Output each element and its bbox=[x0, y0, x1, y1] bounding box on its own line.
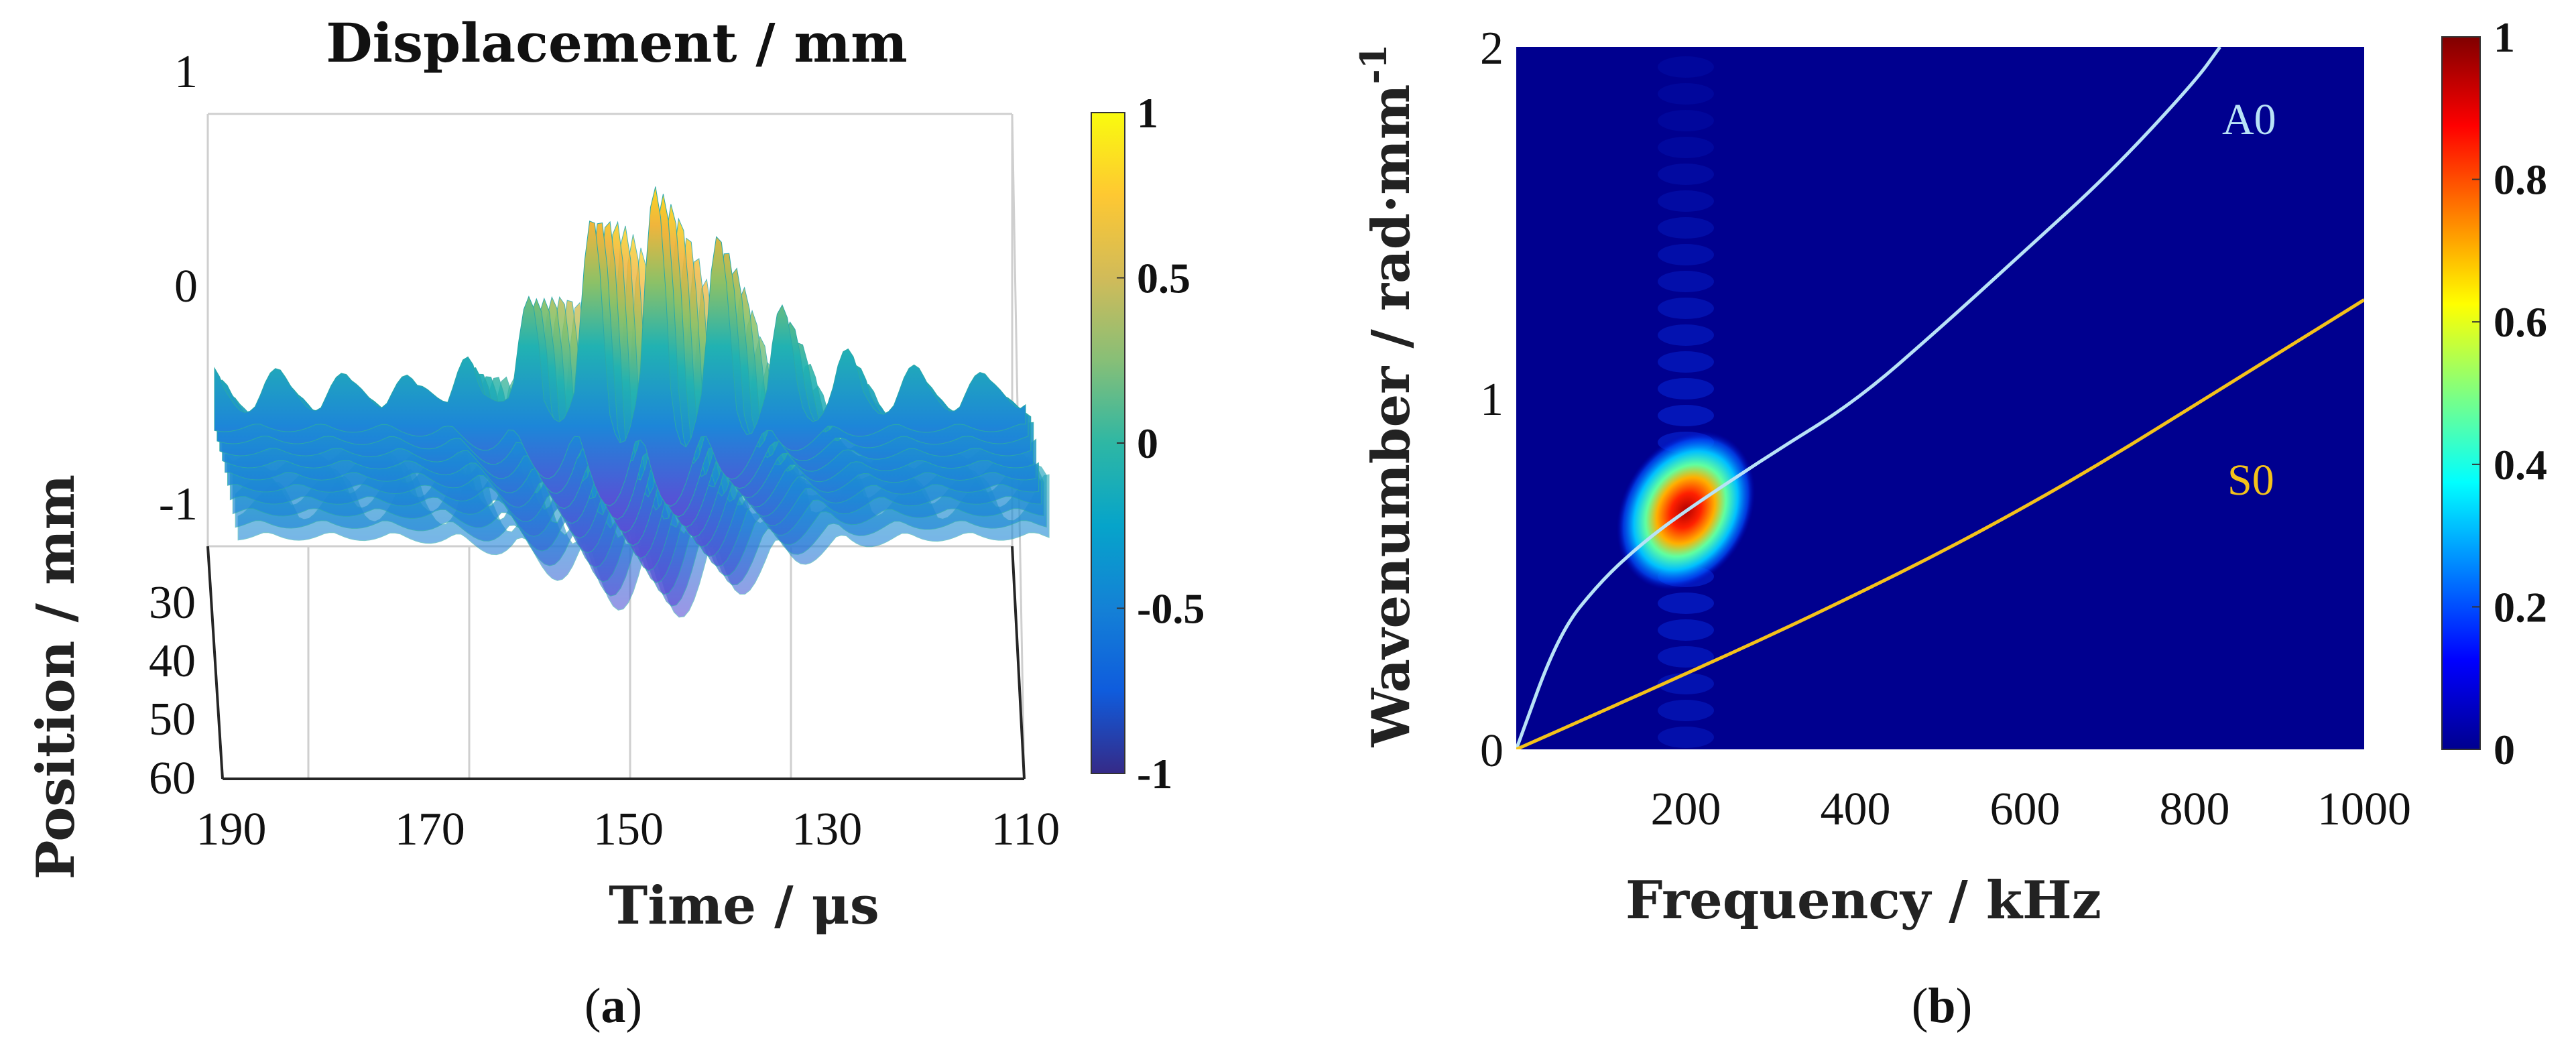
position-tick-label: 40 bbox=[149, 635, 196, 687]
time-tick-label: 190 bbox=[196, 804, 267, 855]
time-tick-label: 130 bbox=[792, 804, 862, 855]
stripe-ripple bbox=[1658, 619, 1714, 641]
colorbar-tick-label: 0 bbox=[1137, 420, 1158, 467]
stripe-ripple bbox=[1658, 324, 1714, 346]
stripe-ripple bbox=[1658, 56, 1714, 78]
stripe-ripple bbox=[1658, 378, 1714, 399]
panel-b-y-tick-label: 2 bbox=[1480, 23, 1504, 74]
panel-b-y-axis-label: Wavenumber / rad·mm-1 bbox=[1352, 44, 1422, 748]
stripe-ripple bbox=[1658, 298, 1714, 319]
panel-a-surface-plot: Displacement / mm 1 0 -1 30 40 50 60 190 170 15… bbox=[25, 11, 1205, 1034]
colorbar-tick-label: -1 bbox=[1137, 750, 1172, 798]
panel-b-colorbar-ticks: 1 0.8 0.6 0.4 0.2 0 bbox=[2472, 13, 2547, 773]
colorbar-tick-label: 0 bbox=[2494, 726, 2515, 773]
stripe-ripple bbox=[1658, 83, 1714, 105]
panel-b-caption-close: ) bbox=[1956, 979, 1973, 1034]
stripe-ripple bbox=[1658, 110, 1714, 131]
colorbar-tick-label: 0.5 bbox=[1137, 255, 1190, 302]
colorbar-tick-label: 1 bbox=[2494, 13, 2515, 61]
panel-b-y-axis-label-exp: -1 bbox=[1352, 44, 1395, 84]
panel-b-x-tick-label: 600 bbox=[1990, 784, 2061, 835]
colorbar-tick-label: 0.6 bbox=[2494, 298, 2547, 346]
stripe-ripple bbox=[1658, 137, 1714, 158]
dispersion-curve-labels: A0 S0 bbox=[2222, 95, 2276, 505]
curve-a0 bbox=[1516, 47, 2221, 749]
panel-b-caption-letter: b bbox=[1928, 979, 1955, 1034]
panel-a-position-ticks: 30 40 50 60 bbox=[149, 577, 196, 804]
panel-b-colorbar bbox=[2441, 36, 2481, 750]
position-tick-label: 60 bbox=[149, 753, 196, 804]
colorbar-tick-label: 0.8 bbox=[2494, 156, 2547, 204]
stripe-ripple bbox=[1658, 217, 1714, 239]
stripe-ripple bbox=[1658, 593, 1714, 614]
stripe-ripple bbox=[1658, 351, 1714, 373]
colorbar-tick-label: 0.4 bbox=[2494, 441, 2547, 489]
heatmap-area bbox=[1516, 47, 2364, 749]
displacement-surface bbox=[214, 186, 1050, 618]
dispersion-curves bbox=[1516, 47, 2364, 749]
stripe-ripple bbox=[1658, 244, 1714, 265]
time-tick-label: 110 bbox=[991, 804, 1060, 855]
panel-a-caption-close: ) bbox=[626, 979, 643, 1034]
panel-a-y-axis-label: Position / mm bbox=[25, 475, 86, 879]
stripe-ripple bbox=[1658, 190, 1714, 212]
stripe-ripple bbox=[1658, 646, 1714, 668]
colorbar-tick-label: 1 bbox=[1137, 89, 1158, 137]
panel-b-x-ticks: 200 400 600 800 1000 bbox=[1651, 784, 2412, 835]
curve-s0 bbox=[1516, 298, 2364, 749]
colorbar-tick-label: -0.5 bbox=[1137, 585, 1205, 633]
panel-b-y-axis-label-main: Wavenumber / rad·mm bbox=[1361, 84, 1422, 748]
panel-b-x-axis-label: Frequency / kHz bbox=[1626, 870, 2101, 931]
surface-ridge bbox=[237, 304, 1050, 618]
panel-b-heatmap-plot: 200 400 600 800 1000 0 1 2 A0 S0 Frequency / kH… bbox=[1352, 13, 2547, 1034]
stripe-ripple bbox=[1658, 405, 1714, 426]
z-tick-label: 1 bbox=[174, 46, 198, 98]
panel-a-z-ticks: 1 0 -1 bbox=[159, 46, 198, 530]
panel-a-title: Displacement / mm bbox=[326, 11, 907, 74]
panel-a-axis-lines bbox=[206, 546, 1026, 780]
heatmap-background bbox=[1516, 47, 2364, 749]
z-tick-label: -1 bbox=[159, 479, 198, 530]
position-tick-label: 50 bbox=[149, 694, 196, 745]
panel-b-y-tick-label: 1 bbox=[1480, 374, 1504, 426]
time-tick-label: 170 bbox=[395, 804, 465, 855]
curve-label-a0: A0 bbox=[2222, 95, 2276, 144]
surface-ridge bbox=[222, 217, 1034, 546]
panel-b-caption-open: ( bbox=[1912, 979, 1928, 1034]
time-tick-label: 150 bbox=[593, 804, 664, 855]
stripe-ripple bbox=[1658, 700, 1714, 721]
stripe-ripple bbox=[1658, 164, 1714, 185]
colorbar-tick-label: 0.2 bbox=[2494, 583, 2547, 631]
position-tick-label: 30 bbox=[149, 577, 196, 629]
panel-a-x-axis-label: Time / μs bbox=[609, 875, 879, 936]
panel-b-caption: (b) bbox=[1912, 979, 1972, 1034]
z-tick-label: 0 bbox=[174, 261, 198, 312]
panel-a-colorbar-ticks: 1 0.5 0 -0.5 -1 bbox=[1117, 89, 1205, 798]
panel-b-x-tick-label: 400 bbox=[1821, 784, 1891, 835]
panel-b-x-tick-label: 200 bbox=[1651, 784, 1721, 835]
stripe-ripple bbox=[1658, 271, 1714, 292]
stripe-ripple bbox=[1658, 727, 1714, 748]
curve-label-s0: S0 bbox=[2227, 456, 2274, 505]
panel-b-y-ticks: 0 1 2 bbox=[1480, 23, 1504, 777]
panel-b-y-tick-label: 0 bbox=[1480, 725, 1504, 777]
panel-b-x-tick-label: 800 bbox=[2160, 784, 2230, 835]
panel-a-time-ticks: 190 170 150 130 110 bbox=[196, 804, 1060, 855]
panel-b-x-tick-label: 1000 bbox=[2317, 784, 2411, 835]
panel-a-caption-letter: a bbox=[601, 979, 626, 1034]
panel-a-caption: (a) bbox=[585, 979, 642, 1034]
surface-ridge bbox=[214, 186, 1026, 507]
panel-a-caption-open: ( bbox=[585, 979, 601, 1034]
